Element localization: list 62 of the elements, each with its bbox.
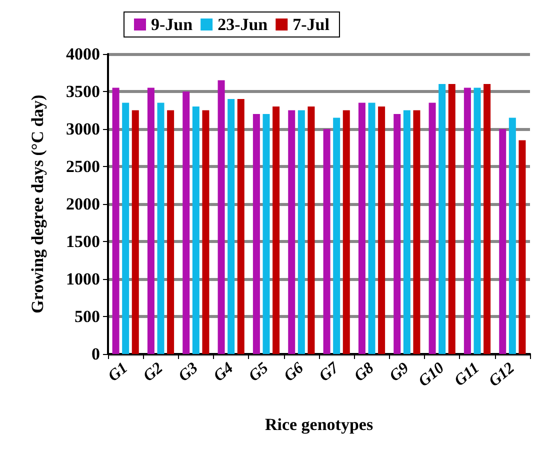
- bar: [147, 88, 154, 354]
- bar: [518, 140, 526, 354]
- x-tick-label: G6: [280, 359, 307, 386]
- bar: [192, 106, 200, 354]
- y-tick-label: 2000: [66, 194, 100, 214]
- bar: [448, 84, 456, 354]
- bar: [403, 110, 410, 354]
- bar: [378, 106, 386, 354]
- bar: [333, 118, 340, 354]
- x-tick-label: G7: [316, 358, 343, 386]
- bar: [508, 118, 516, 354]
- bar: [438, 84, 446, 354]
- bar: [323, 129, 330, 354]
- x-tick-label: G12: [486, 359, 518, 390]
- bar: [394, 114, 401, 354]
- legend-label: 9-Jun: [151, 15, 194, 34]
- bar: [167, 110, 174, 354]
- y-tick-label: 3000: [66, 120, 100, 138]
- y-tick-label: 2500: [66, 157, 100, 176]
- bar: [484, 84, 491, 354]
- y-tick-label: 1500: [66, 232, 100, 251]
- bar: [474, 88, 481, 354]
- y-tick-label: 1000: [66, 270, 100, 288]
- bar: [288, 110, 296, 354]
- bar: [218, 80, 225, 354]
- x-tick-label: G3: [175, 359, 202, 386]
- bar: [228, 99, 235, 354]
- bar: [202, 110, 210, 354]
- bar: [182, 92, 190, 354]
- x-tick-label: G9: [386, 359, 412, 386]
- bar: [262, 114, 270, 354]
- bar: [358, 102, 366, 354]
- bar: [368, 102, 376, 354]
- x-tick-label: G11: [451, 359, 483, 390]
- legend-label: 23-Jun: [218, 15, 268, 34]
- y-tick-label: 4000: [66, 44, 100, 64]
- bar: [237, 99, 244, 354]
- x-tick-label: G1: [105, 359, 132, 386]
- x-tick-label: G8: [351, 359, 378, 386]
- bar: [157, 102, 164, 354]
- bar: [132, 110, 139, 354]
- legend-label: 7-Jul: [292, 15, 330, 34]
- bar: [428, 102, 436, 354]
- bar: [413, 110, 420, 354]
- bar: [464, 88, 471, 354]
- x-tick-label: G4: [210, 359, 237, 386]
- x-axis-title: Rice genotypes: [264, 415, 374, 434]
- bar: [112, 88, 120, 354]
- x-tick-label: G2: [140, 359, 166, 386]
- bar: [122, 102, 130, 354]
- x-tick-label: G10: [416, 359, 448, 390]
- bar: [499, 129, 506, 354]
- bar: [308, 106, 315, 354]
- x-tick-label: G5: [246, 359, 272, 386]
- bar: [272, 106, 280, 354]
- y-tick-label: 3500: [66, 82, 100, 101]
- y-tick-label: 500: [74, 307, 100, 326]
- y-axis-title: Growing degree days (°C day): [28, 94, 47, 314]
- bar: [252, 114, 260, 354]
- bar: [342, 110, 350, 354]
- y-tick-label: 0: [92, 344, 100, 364]
- bar: [298, 110, 305, 354]
